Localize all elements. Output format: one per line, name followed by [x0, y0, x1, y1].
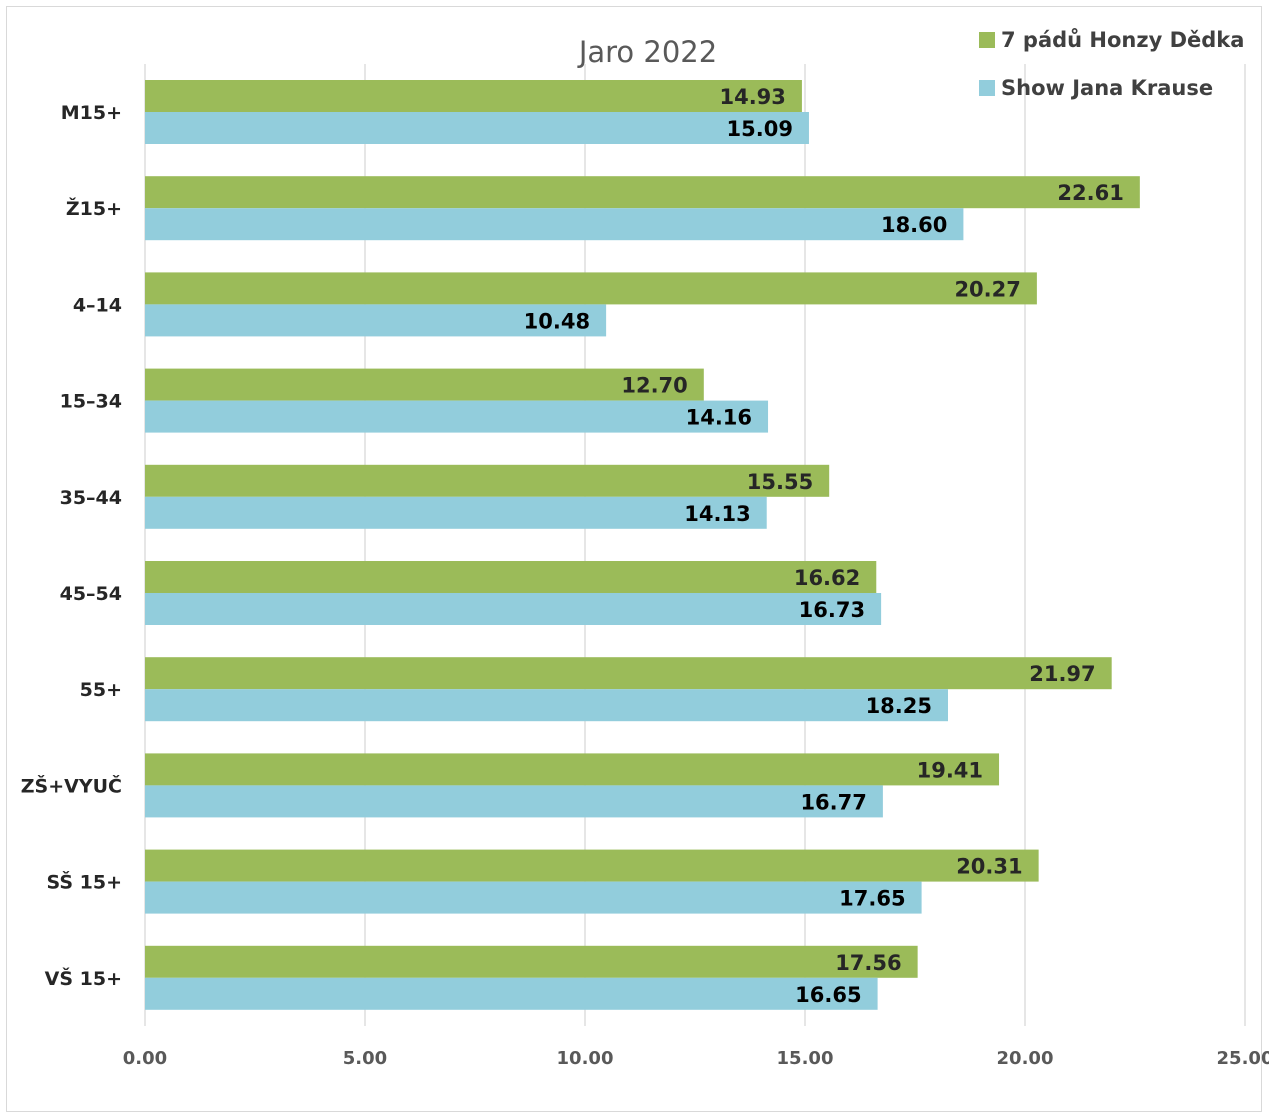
- bar: [145, 80, 802, 112]
- data-label: 15.55: [747, 470, 813, 494]
- bar: [145, 112, 809, 144]
- data-label: 20.31: [956, 855, 1022, 879]
- bar: [145, 304, 607, 337]
- bar: [145, 176, 1140, 209]
- data-label: 10.48: [524, 309, 590, 333]
- bar: [145, 849, 1039, 882]
- bar: [145, 753, 1000, 786]
- bar: [145, 785, 883, 818]
- x-tick-label: 20.00: [997, 1048, 1054, 1069]
- bar: [145, 272, 1037, 305]
- data-label: 22.61: [1057, 181, 1123, 205]
- data-label: 15.09: [727, 117, 793, 141]
- category-label: M15+: [61, 102, 122, 124]
- data-label: 14.13: [684, 502, 750, 526]
- bar: [145, 881, 922, 914]
- x-tick-label: 0.00: [123, 1048, 167, 1069]
- bars: [145, 80, 1140, 1010]
- bar: [145, 977, 878, 1010]
- category-label: 15–34: [60, 391, 122, 413]
- x-axis-ticks: 0.00 5.00 10.00 15.00 20.00 25.00: [123, 1048, 1269, 1069]
- category-label: 45–54: [60, 583, 122, 605]
- legend-label: 7 pádů Honzy Dědka: [1001, 28, 1244, 52]
- data-label: 16.65: [795, 983, 861, 1007]
- bar: [145, 593, 882, 625]
- category-label: 55+: [80, 679, 122, 701]
- data-label: 16.77: [800, 790, 866, 814]
- bar: [145, 945, 918, 978]
- value-labels: 14.93 15.09 22.61 18.60 20.27 10.48 12.70 14.16…: [524, 85, 1124, 1007]
- bar: [145, 208, 964, 241]
- category-labels: M15+ Ž15+ 4–14 15–34 35–44 45–54 55+ ZŠ+VYUČ SŠ …: [21, 102, 122, 990]
- legend-label: Show Jana Krause: [1001, 76, 1213, 100]
- x-tick-label: 15.00: [777, 1048, 834, 1069]
- chart-frame: [6, 6, 1262, 1112]
- category-label: ZŠ+VYUČ: [21, 773, 122, 797]
- bar: [145, 561, 877, 593]
- bar: [145, 689, 948, 722]
- data-label: 12.70: [621, 374, 687, 398]
- bar: [145, 496, 767, 529]
- data-label: 20.27: [954, 277, 1020, 301]
- category-label: Ž15+: [66, 197, 122, 220]
- chart-title: Jaro 2022: [577, 35, 717, 69]
- legend: 7 pádů Honzy Dědka Show Jana Krause: [979, 28, 1244, 100]
- x-tick-label: 5.00: [343, 1048, 387, 1069]
- category-label: 35–44: [60, 487, 122, 509]
- x-tick-label: 10.00: [557, 1048, 614, 1069]
- bar: [145, 368, 704, 401]
- bar: [145, 400, 769, 433]
- x-tick-label: 25.00: [1217, 1048, 1269, 1069]
- bar: [145, 657, 1112, 690]
- data-label: 14.16: [686, 406, 752, 430]
- data-label: 18.60: [881, 213, 947, 237]
- legend-swatch: [979, 32, 995, 48]
- bar: [145, 464, 830, 497]
- data-label: 17.56: [835, 951, 901, 975]
- data-label: 17.65: [839, 887, 905, 911]
- data-label: 18.25: [866, 694, 932, 718]
- data-label: 21.97: [1029, 662, 1095, 686]
- data-label: 16.62: [794, 566, 860, 590]
- data-label: 16.73: [799, 598, 865, 622]
- data-label: 14.93: [719, 85, 785, 109]
- category-label: 4–14: [73, 294, 122, 316]
- legend-swatch: [979, 80, 995, 96]
- category-label: SŠ 15+: [47, 870, 123, 894]
- category-label: VŠ 15+: [45, 966, 122, 990]
- data-label: 19.41: [917, 758, 983, 782]
